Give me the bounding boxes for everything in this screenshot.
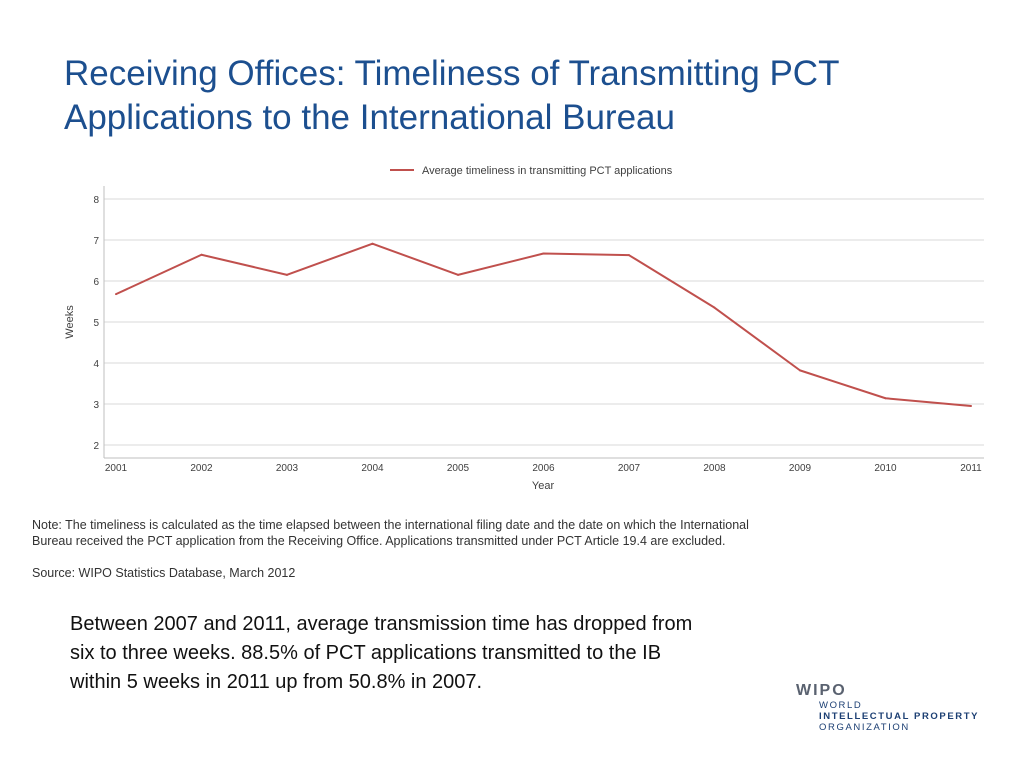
legend-label: Average timeliness in transmitting PCT a… — [422, 165, 673, 177]
chart-legend: Average timeliness in transmitting PCT a… — [390, 165, 673, 177]
data-point-2010 — [884, 397, 887, 400]
y-tick-6: 6 — [93, 277, 99, 288]
data-point-2006 — [542, 252, 545, 255]
logo-wordmark: WIPO — [796, 682, 847, 699]
slide-title-line-2: Applications to the International Bureau — [64, 98, 675, 137]
summary-line-1: Between 2007 and 2011, average transmiss… — [70, 613, 693, 635]
y-tick-5: 5 — [93, 318, 99, 329]
data-point-2003 — [286, 273, 288, 276]
x-tick-2010: 2010 — [874, 463, 897, 474]
data-point-2001 — [115, 293, 117, 296]
x-tick-2003: 2003 — [276, 463, 299, 474]
chart-gridlines — [104, 198, 984, 446]
summary-line-2: six to three weeks. 88.5% of PCT applica… — [70, 642, 662, 664]
data-point-2011 — [970, 405, 972, 408]
series-line-0 — [115, 242, 972, 408]
data-point-2008 — [713, 306, 716, 309]
y-tick-2: 2 — [93, 441, 99, 452]
chart-note: Note: The timeliness is calculated as th… — [32, 518, 832, 549]
data-point-2002 — [200, 253, 203, 256]
chart-series — [115, 242, 972, 408]
logo-line-intellectual-property: INTELLECTUAL PROPERTY — [819, 711, 980, 722]
x-tick-2008: 2008 — [703, 463, 726, 474]
x-tick-2007: 2007 — [618, 463, 641, 474]
y-tick-3: 3 — [93, 400, 99, 411]
slide-title-line-1: Receiving Offices: Timeliness of Transmi… — [64, 54, 840, 93]
data-point-2004 — [371, 242, 374, 245]
x-tick-2006: 2006 — [532, 463, 555, 474]
x-axis-label: Year — [532, 480, 555, 492]
x-tick-2011: 2011 — [960, 463, 982, 474]
x-tick-2009: 2009 — [789, 463, 812, 474]
data-point-2009 — [799, 369, 801, 372]
y-axis-label: Weeks — [64, 305, 76, 339]
x-tick-2004: 2004 — [361, 463, 384, 474]
logo-line-world: WORLD — [819, 700, 863, 711]
source-text: Source: WIPO Statistics Database, March … — [32, 566, 296, 580]
line-chart: Average timeliness in transmitting PCT a… — [64, 165, 984, 492]
logo-line-organization: ORGANIZATION — [819, 722, 910, 733]
y-tick-4: 4 — [93, 359, 99, 370]
data-point-2005 — [457, 273, 459, 276]
summary-text: Between 2007 and 2011, average transmiss… — [70, 610, 890, 697]
slide-title: Receiving Offices: Timeliness of Transmi… — [64, 52, 994, 140]
x-tick-2002: 2002 — [190, 463, 213, 474]
wipo-logo: WIPO WORLD INTELLECTUAL PROPERTY ORGANIZ… — [796, 682, 996, 733]
note-line-2: Bureau received the PCT application from… — [32, 533, 726, 548]
y-tick-labels: 2 3 4 5 6 7 8 — [93, 195, 99, 452]
y-tick-8: 8 — [93, 195, 99, 206]
note-line-1: Note: The timeliness is calculated as th… — [32, 518, 749, 532]
x-tick-2005: 2005 — [447, 463, 470, 474]
summary-line-3: within 5 weeks in 2011 up from 50.8% in … — [70, 671, 483, 693]
x-tick-2001: 2001 — [105, 463, 128, 474]
y-tick-7: 7 — [93, 236, 99, 247]
data-point-2007 — [628, 254, 630, 257]
x-tick-labels: 2001 2002 2003 2004 2005 2006 2007 2008 2009 2010… — [105, 463, 982, 474]
